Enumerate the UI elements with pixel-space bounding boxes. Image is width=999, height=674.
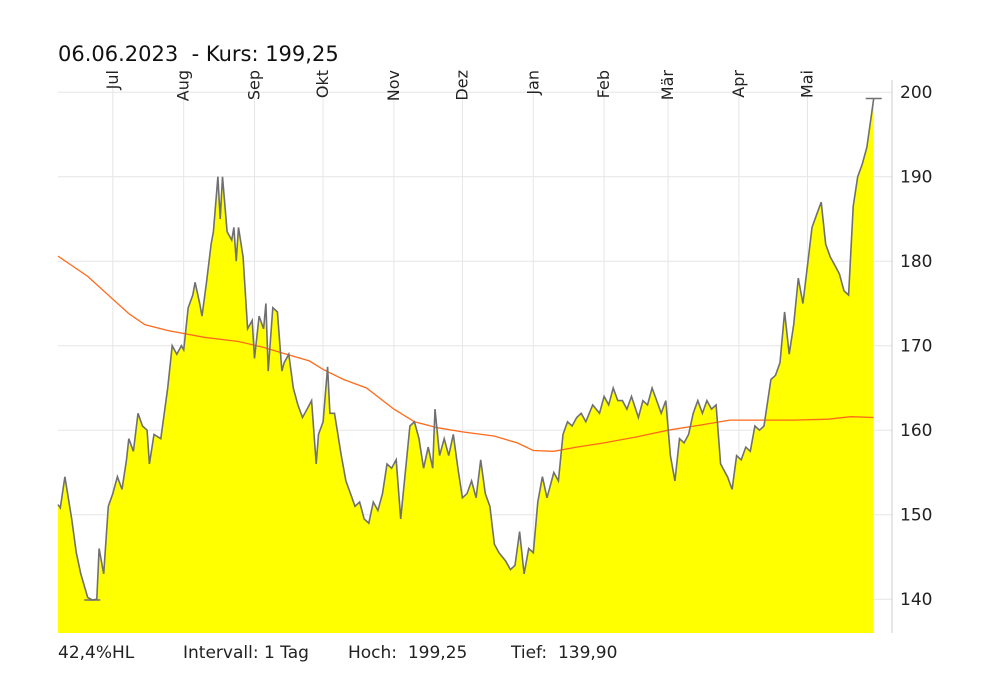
y-tick-160: 160 [900, 421, 932, 441]
month-label-Aug: Aug [174, 70, 193, 101]
footer-range: 42,4%HL [58, 643, 135, 663]
price-line [57, 98, 875, 601]
footer-interval: Intervall: 1 Tag [183, 643, 309, 663]
month-labels: Jul Aug Sep Okt Nov Dez Jan Feb Mär Apr Mai [103, 70, 817, 102]
y-tick-140: 140 [900, 590, 932, 610]
chart-title: 06.06.2023 - Kurs: 199,25 [58, 42, 339, 66]
month-label-Jan: Jan [523, 70, 542, 96]
y-tick-190: 190 [900, 168, 932, 188]
month-label-Jul: Jul [103, 70, 122, 90]
price-area [58, 98, 874, 634]
footer-low: Tief: 139,90 [511, 643, 618, 663]
month-label-Mär: Mär [658, 70, 677, 101]
footer-high: Hoch: 199,25 [348, 643, 468, 663]
y-tick-180: 180 [900, 252, 932, 272]
month-label-Nov: Nov [384, 70, 403, 101]
extreme-markers [84, 97, 882, 601]
month-label-Mai: Mai [798, 70, 817, 98]
y-tick-200: 200 [900, 83, 932, 103]
y-axis-labels: 140 150 160 170 180 190 200 [900, 83, 932, 610]
month-label-Apr: Apr [729, 70, 748, 98]
month-label-Okt: Okt [313, 70, 332, 98]
month-label-Feb: Feb [594, 70, 613, 98]
month-label-Sep: Sep [245, 70, 264, 100]
month-label-Dez: Dez [452, 70, 471, 101]
y-tick-150: 150 [900, 506, 932, 526]
y-tick-170: 170 [900, 337, 932, 357]
